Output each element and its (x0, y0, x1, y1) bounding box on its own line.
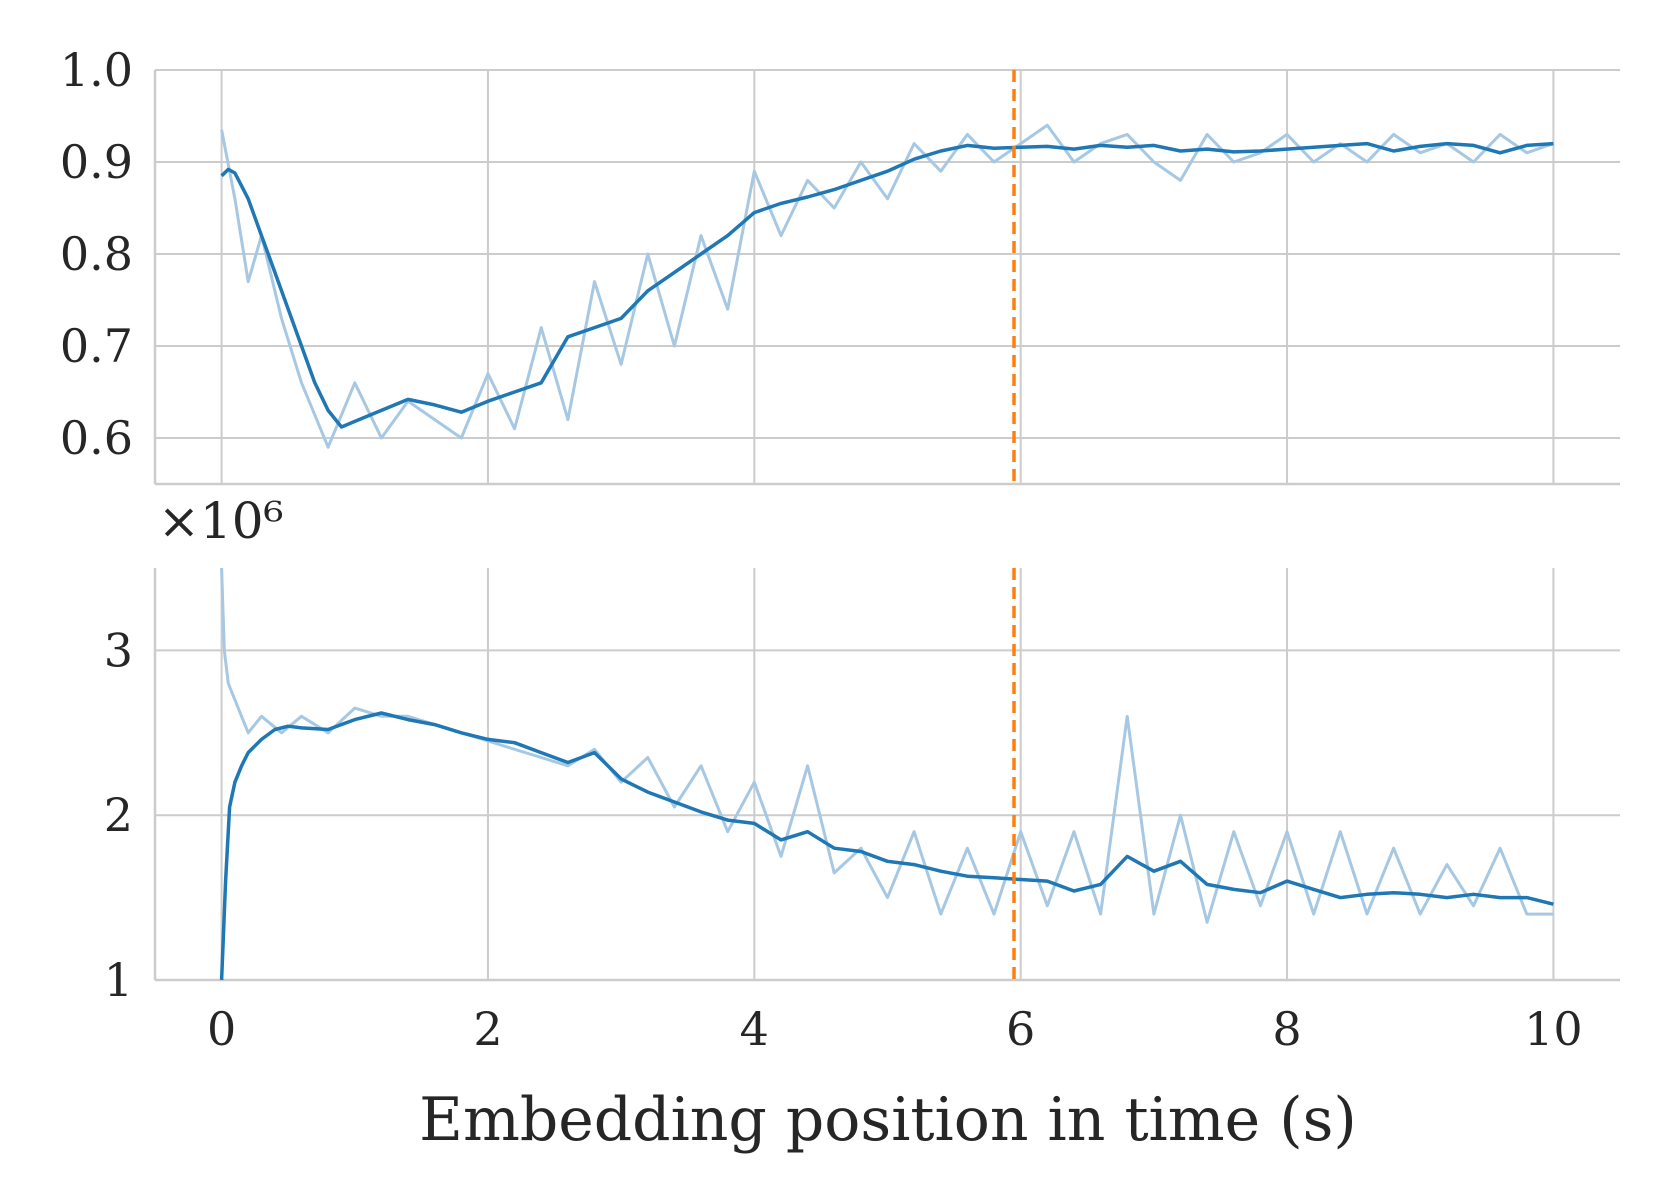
x-tick-label: 0 (207, 1002, 236, 1056)
series-line-raw (220, 567, 1554, 924)
bottom-panel: 1 2 3 0 2 4 6 8 10 (104, 567, 1620, 1056)
y-tick-label: 3 (104, 623, 133, 677)
x-tick-label: 6 (1006, 1002, 1035, 1056)
y-tick-label: 0.7 (60, 319, 133, 373)
scale-label: ×10⁶ (158, 492, 284, 550)
y-tick-label: 1.0 (60, 43, 133, 97)
y-tick-label: 1 (104, 953, 133, 1007)
x-tick-label: 8 (1272, 1002, 1301, 1056)
series-line-raw (220, 123, 1554, 449)
y-tick-label: 2 (104, 788, 133, 842)
y-tick-label: 0.9 (60, 135, 133, 189)
x-tick-label: 10 (1524, 1002, 1583, 1056)
y-tick-label: 0.6 (60, 411, 133, 465)
x-tick-label: 4 (740, 1002, 769, 1056)
top-panel: 0.6 0.7 0.8 0.9 1.0 (60, 43, 1620, 486)
series-line-smoothed (220, 141, 1554, 429)
series-line-smoothed (219, 711, 1554, 981)
x-axis-title: Embedding position in time (s) (419, 1085, 1357, 1155)
x-tick-label: 2 (473, 1002, 502, 1056)
y-tick-label: 0.8 (60, 227, 133, 281)
